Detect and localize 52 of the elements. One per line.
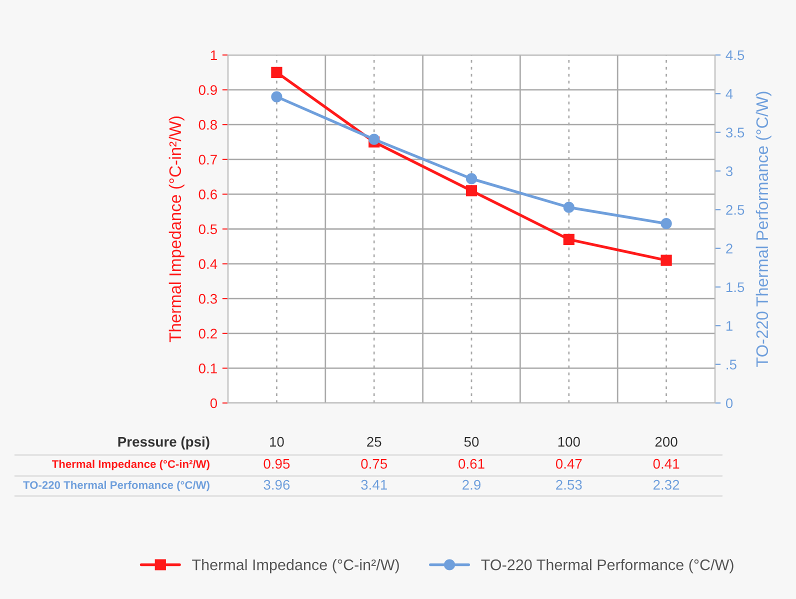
y-tick-label: 0.6 (198, 190, 217, 200)
data-label: 3.41 (361, 480, 387, 490)
x-tick-label: 10 (270, 436, 284, 447)
point (660, 254, 672, 266)
y-tick-label: 0.3 (198, 294, 217, 304)
y-tick-label: 0.5 (198, 224, 218, 234)
x-tick-label: 200 (655, 436, 678, 447)
point (271, 66, 282, 78)
y-tick-label: 0.4 (198, 259, 218, 269)
y-tick-label: 0.8 (198, 120, 217, 130)
y2-tick-label: 1 (726, 321, 732, 331)
y2-tick-label: 3.5 (726, 128, 744, 138)
text: Thermal Impedance (°C-in²/W) (52, 460, 210, 470)
y2-tick-label: 4.5 (726, 50, 744, 60)
y2-tick-label: .5 (726, 360, 736, 370)
data-label: 2.53 (556, 480, 582, 490)
data-label: 0.95 (264, 458, 290, 469)
y2-tick-label: 0 (726, 398, 733, 408)
legend-label: TO-220 Thermal Performance (°C/W) (481, 559, 734, 574)
y-tick-label: 0.7 (198, 154, 217, 165)
point (563, 202, 574, 213)
point (466, 173, 478, 184)
x-tick-label: 50 (464, 436, 479, 447)
y2-tick-label: 3 (726, 166, 733, 176)
data-label: 3.96 (264, 480, 290, 490)
y2-tick-label: 1.5 (726, 282, 744, 292)
point (368, 134, 380, 145)
data-label: 2.32 (653, 480, 680, 490)
y-tick-label: 0.9 (198, 85, 217, 95)
x-tick-label: 25 (367, 436, 382, 447)
y-tick-label: 1 (210, 50, 217, 60)
y-tick-label: 0 (210, 398, 218, 408)
data-label: 0.61 (458, 458, 484, 469)
point (563, 234, 574, 245)
y2-tick-label: 2 (726, 244, 732, 254)
point (466, 185, 478, 196)
y-tick-label: 0.1 (198, 364, 217, 374)
y-tick-label: 0.2 (198, 328, 217, 339)
data-label: 2.9 (462, 480, 480, 490)
data-label: 0.47 (556, 458, 582, 469)
data-label: 0.41 (653, 458, 680, 469)
y2-tick-label: 4 (726, 89, 733, 99)
point (660, 218, 672, 230)
legend-label: Thermal Impedance (°C-in²/W) (192, 559, 399, 574)
point (271, 91, 282, 102)
x-axis-title: Pressure (psi) (118, 436, 210, 450)
data-label: 0.75 (361, 458, 388, 469)
y2-axis-title: TO-220 Thermal Performance (°C/W) (756, 92, 772, 367)
x-tick-label: 100 (558, 436, 580, 447)
y-axis-title: Thermal Impedance (°C-in²/W) (168, 116, 184, 342)
text: TO-220 Thermal Perfomance (°C/W) (23, 480, 210, 492)
y2-tick-label: 2.5 (726, 205, 744, 215)
